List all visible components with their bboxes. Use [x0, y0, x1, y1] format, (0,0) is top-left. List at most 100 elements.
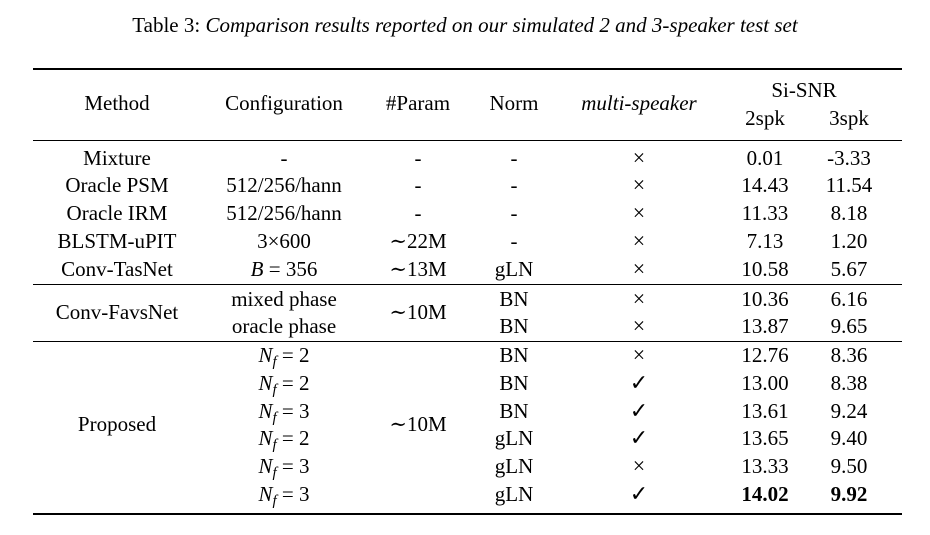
- config-subscript: f: [272, 354, 277, 370]
- check-icon: ✓: [629, 370, 649, 395]
- row-configuration: Nf = 3: [258, 482, 310, 509]
- row-2spk: 13.33: [741, 454, 789, 478]
- cross-icon: ×: [632, 172, 646, 197]
- row-method: Conv-TasNet: [61, 257, 173, 281]
- row-3spk: 5.67: [830, 257, 868, 281]
- check-icon: ✓: [629, 398, 649, 423]
- row-configuration: 3×600: [257, 229, 311, 253]
- row-2spk: 10.58: [741, 257, 789, 281]
- config-value: = 2: [281, 426, 310, 450]
- row-norm: BN: [499, 399, 529, 423]
- row-3spk: 8.38: [830, 371, 868, 395]
- header-2spk: 2spk: [745, 106, 785, 130]
- cross-icon: ×: [632, 342, 646, 367]
- row-method: BLSTM-uPIT: [57, 229, 177, 253]
- row-method: Oracle IRM: [66, 201, 168, 225]
- config-variable: B: [250, 257, 264, 281]
- header-method: Method: [84, 91, 150, 115]
- row-2spk: 14.43: [741, 173, 789, 197]
- config-variable: N: [258, 343, 273, 367]
- cross-icon: ×: [632, 313, 646, 338]
- row-norm: BN: [499, 343, 529, 367]
- row-3spk: 9.92: [830, 482, 868, 506]
- row-norm: gLN: [494, 482, 534, 506]
- row-2spk: 13.00: [741, 371, 789, 395]
- row-norm: -: [510, 146, 518, 170]
- row-configuration: Nf = 2: [258, 343, 310, 370]
- config-value: = 3: [281, 482, 310, 506]
- config-variable: N: [258, 482, 273, 506]
- row-3spk: 9.50: [830, 454, 868, 478]
- group-method: Conv-FavsNet: [55, 300, 179, 324]
- row-norm: gLN: [494, 257, 534, 281]
- row-configuration: Nf = 3: [258, 399, 310, 426]
- row-2spk: 10.36: [741, 287, 789, 311]
- row-configuration: Nf = 2: [258, 426, 310, 453]
- row-2spk: 0.01: [746, 146, 784, 170]
- bottom-rule: [33, 513, 902, 515]
- row-param: -: [414, 173, 422, 197]
- check-icon: ✓: [629, 481, 649, 506]
- group-param: ∼10M: [389, 412, 447, 436]
- row-2spk: 7.13: [746, 229, 784, 253]
- config-subscript: f: [272, 410, 277, 426]
- config-variable: N: [258, 371, 273, 395]
- row-3spk: 9.24: [830, 399, 868, 423]
- cross-icon: ×: [632, 228, 646, 253]
- row-param: -: [414, 201, 422, 225]
- config-value: = 2: [281, 371, 310, 395]
- group-param: ∼10M: [389, 300, 447, 324]
- caption-label: Table 3:: [132, 13, 201, 37]
- row-3spk: 8.18: [830, 201, 868, 225]
- header-configuration: Configuration: [225, 91, 343, 115]
- cross-icon: ×: [632, 286, 646, 311]
- config-variable: N: [258, 426, 273, 450]
- group-method: Proposed: [77, 412, 157, 436]
- config-subscript: f: [272, 493, 277, 509]
- config-subscript: f: [272, 465, 277, 481]
- row-3spk: 9.40: [830, 426, 868, 450]
- header-sisnr: Si-SNR: [771, 78, 837, 102]
- row-configuration: B = 356: [251, 257, 318, 281]
- row-2spk: 13.65: [741, 426, 789, 450]
- row-norm: BN: [499, 287, 529, 311]
- config-value: = 2: [281, 343, 310, 367]
- row-norm: gLN: [494, 426, 534, 450]
- header-multi-speaker: multi-speaker: [581, 91, 697, 115]
- row-norm: gLN: [494, 454, 534, 478]
- row-norm: BN: [499, 314, 529, 338]
- row-method: Oracle PSM: [65, 173, 169, 197]
- config-subscript: f: [272, 382, 277, 398]
- top-rule: [33, 68, 902, 70]
- config-subscript: f: [272, 437, 277, 453]
- row-configuration: -: [280, 146, 288, 170]
- row-3spk: 11.54: [825, 173, 873, 197]
- row-2spk: 14.02: [741, 482, 789, 506]
- row-configuration: Nf = 3: [258, 454, 310, 481]
- group-rule-2: [33, 341, 902, 342]
- header-param: #Param: [385, 91, 451, 115]
- config-value: = 3: [281, 454, 310, 478]
- row-configuration: mixed phase: [231, 287, 337, 311]
- row-configuration: Nf = 2: [258, 371, 310, 398]
- check-icon: ✓: [629, 425, 649, 450]
- row-norm: BN: [499, 371, 529, 395]
- row-3spk: 9.65: [830, 314, 868, 338]
- cross-icon: ×: [632, 256, 646, 281]
- table-caption: Table 3: Comparison results reported on …: [0, 12, 930, 38]
- cross-icon: ×: [632, 145, 646, 170]
- row-3spk: 6.16: [830, 287, 868, 311]
- row-configuration: 512/256/hann: [226, 173, 342, 197]
- row-3spk: 1.20: [830, 229, 868, 253]
- row-param: ∼13M: [389, 257, 447, 281]
- row-3spk: -3.33: [827, 146, 871, 170]
- row-2spk: 13.61: [741, 399, 789, 423]
- header-3spk: 3spk: [829, 106, 869, 130]
- config-value: = 3: [281, 399, 310, 423]
- config-variable: N: [258, 454, 273, 478]
- row-configuration: 512/256/hann: [226, 201, 342, 225]
- caption-text: Comparison results reported on our simul…: [205, 13, 798, 37]
- config-value: = 356: [268, 257, 318, 281]
- row-param: -: [414, 146, 422, 170]
- row-2spk: 12.76: [741, 343, 789, 367]
